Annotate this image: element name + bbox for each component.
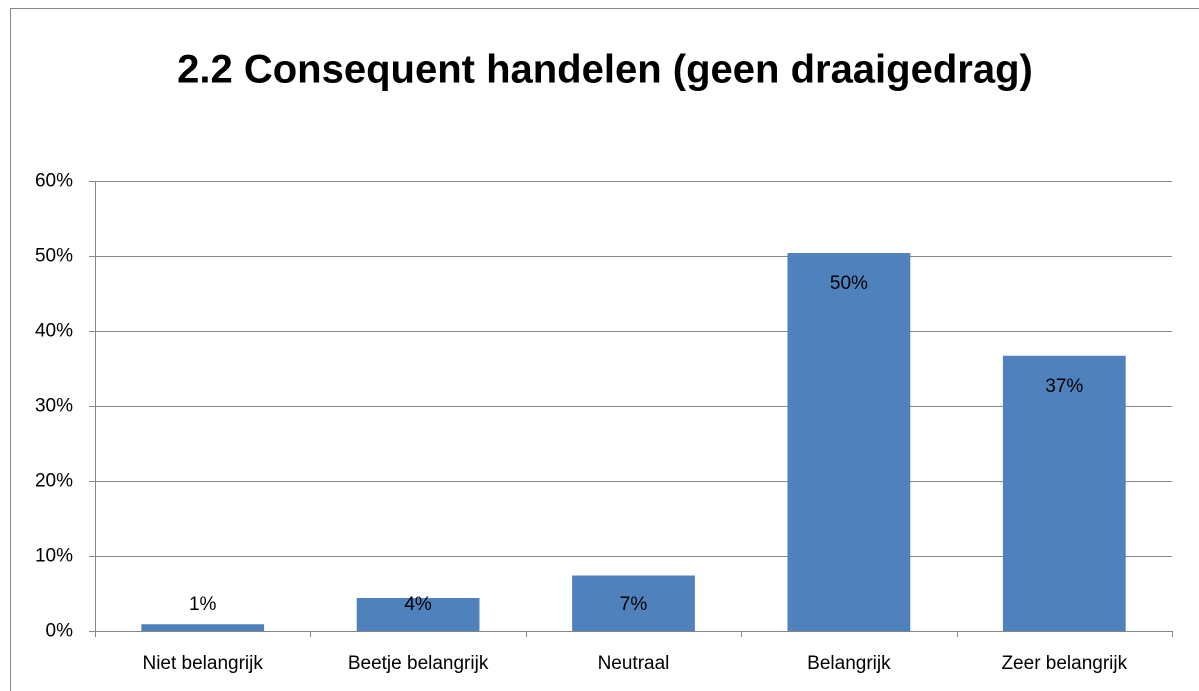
- x-tick-label: Belangrijk: [807, 653, 891, 674]
- x-tick-label: Niet belangrijk: [142, 653, 263, 674]
- data-label: 50%: [830, 273, 868, 294]
- y-tick-label: 40%: [35, 321, 73, 342]
- y-tick-label: 10%: [35, 546, 73, 567]
- y-tick-label: 60%: [35, 171, 73, 192]
- x-tick-label: Neutraal: [598, 653, 670, 674]
- bar: [1002, 355, 1126, 631]
- data-label: 7%: [620, 594, 648, 615]
- x-tick-label: Beetje belangrijk: [348, 653, 489, 674]
- x-tick-label: Zeer belangrijk: [1001, 653, 1127, 674]
- data-label: 4%: [404, 594, 432, 615]
- y-tick-label: 20%: [35, 471, 73, 492]
- y-tick-label: 0%: [46, 621, 74, 642]
- bar: [787, 253, 911, 631]
- bar: [572, 575, 695, 631]
- y-tick-label: 30%: [35, 396, 73, 417]
- bar: [356, 598, 480, 631]
- y-tick-label: 50%: [35, 246, 73, 267]
- data-label: 37%: [1045, 376, 1083, 397]
- bar: [141, 624, 265, 631]
- chart-title: 2.2 Consequent handelen (geen draaigedra…: [177, 48, 1033, 92]
- data-label: 1%: [189, 594, 217, 615]
